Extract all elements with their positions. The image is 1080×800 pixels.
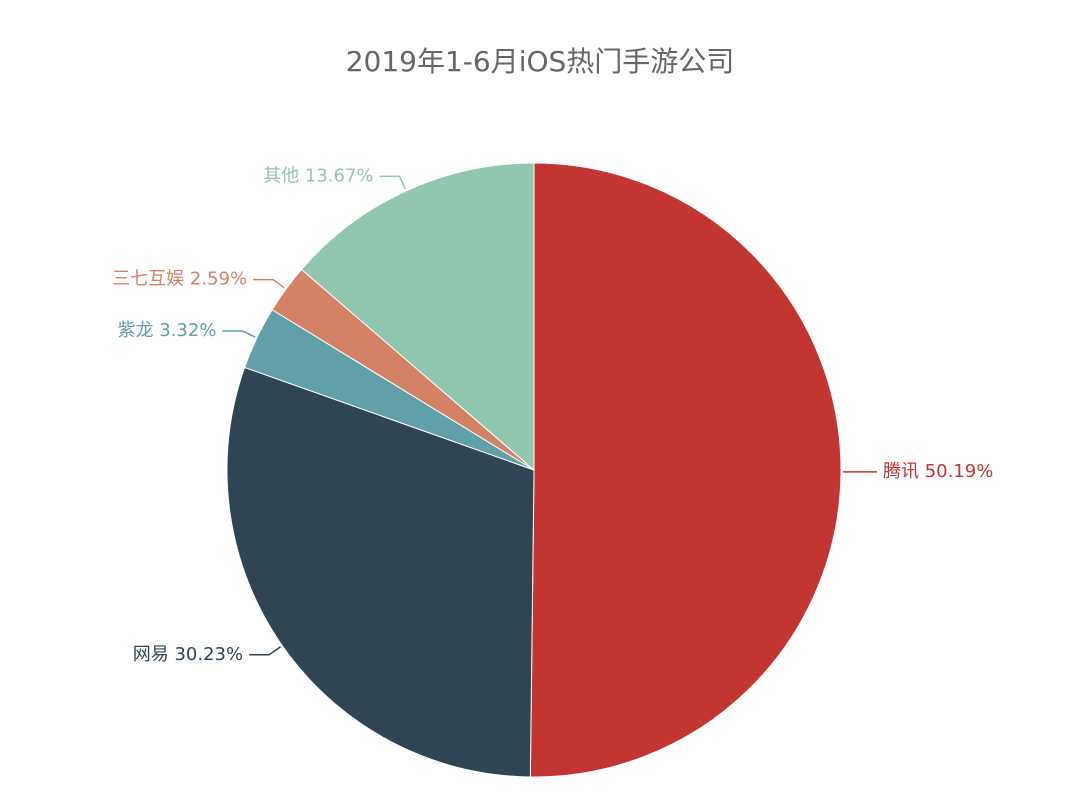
pie-slice-1[interactable]	[226, 366, 535, 778]
slice-value-0: 50.19%	[919, 461, 993, 482]
pie-slice-4[interactable]	[300, 162, 535, 472]
slice-label-0: 腾讯 50.19%	[883, 461, 993, 482]
slice-name-3: 三七互娱	[112, 269, 184, 290]
slice-value-3: 2.59%	[184, 269, 247, 290]
label-line-2	[222, 330, 256, 338]
slice-value-2: 3.32%	[154, 320, 217, 341]
slice-name-2: 紫龙	[118, 320, 154, 341]
slice-name-4: 其他	[263, 165, 299, 186]
slice-name-1: 网易	[133, 644, 169, 665]
slice-label-2: 紫龙 3.32%	[118, 320, 217, 341]
slice-value-4: 13.67%	[299, 165, 373, 186]
label-line-3	[253, 278, 285, 289]
slice-label-4: 其他 13.67%	[263, 165, 373, 186]
pie-slice-0[interactable]	[529, 162, 842, 778]
label-line-1	[249, 646, 282, 656]
slices-layer	[226, 162, 842, 778]
slice-label-1: 网易 30.23%	[133, 644, 243, 665]
slice-label-3: 三七互娱 2.59%	[112, 269, 247, 290]
slice-value-1: 30.23%	[169, 644, 243, 665]
chart-title: 2019年1-6月iOS热门手游公司	[345, 45, 735, 78]
slice-name-0: 腾讯	[883, 461, 919, 482]
labels-layer: 腾讯 50.19% 网易 30.23% 紫龙 3.32% 三七互娱 2.59% 其他 1…	[112, 165, 993, 664]
label-line-4	[379, 175, 407, 190]
